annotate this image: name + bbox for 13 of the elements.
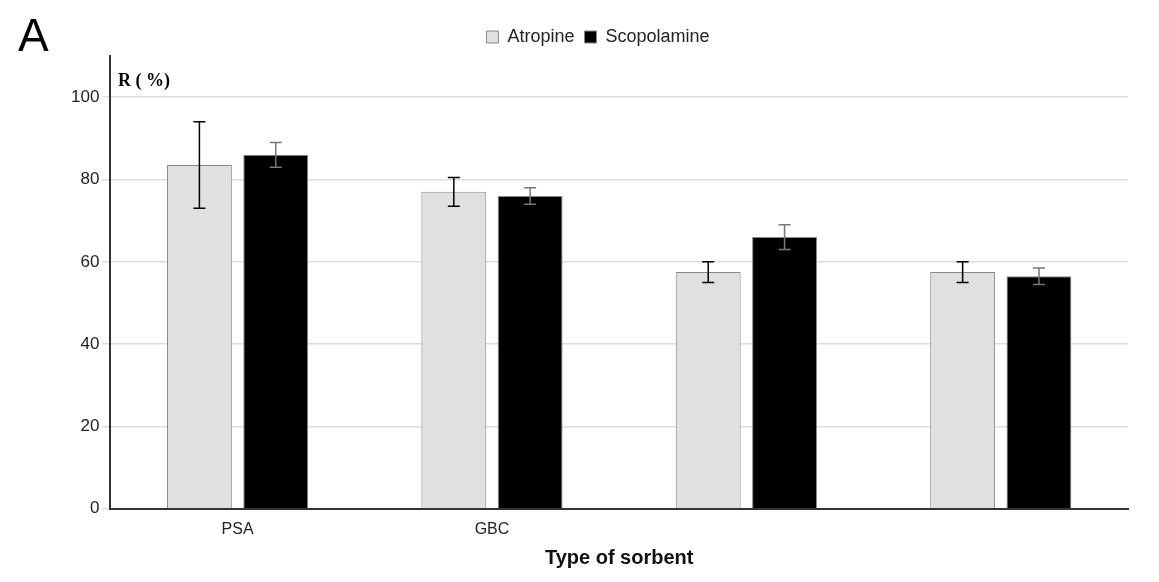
y-tick-label: 80 [80,169,100,189]
legend-label: Scopolamine [605,25,710,46]
y-tick-label: 60 [80,251,100,271]
y-tick-label: 40 [80,333,100,353]
x-tick-label: PSA [221,519,254,537]
x-axis-title: Type of sorbent [544,545,694,568]
text: A [18,8,49,62]
y-axis-title: R ( %) [118,70,170,91]
y-tick-label: 100 [70,86,100,106]
legend-label: Atropine [507,25,575,46]
x-tick-label: GBC [474,519,510,537]
y-tick-label: 20 [80,416,100,436]
y-tick-label: 0 [89,498,100,518]
